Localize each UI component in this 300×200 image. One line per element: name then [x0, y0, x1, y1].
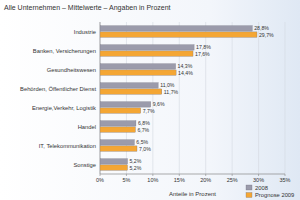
bar	[100, 121, 136, 126]
data-label: 17,8%	[196, 44, 211, 50]
data-label: 28,8%	[254, 25, 269, 31]
data-label: 5,2%	[129, 165, 141, 171]
bar	[100, 45, 194, 50]
grid-line	[285, 22, 286, 174]
title: Alle Unternehmen – Mittelwerte – Angaben…	[4, 4, 171, 12]
chart: Alle Unternehmen – Mittelwerte – Angaben…	[0, 0, 300, 200]
data-label: 17,6%	[195, 51, 210, 57]
tick-label: 20%	[200, 177, 211, 183]
bar	[100, 146, 137, 151]
data-label: 7,0%	[139, 146, 151, 152]
legend-swatch	[246, 185, 252, 190]
data-label: 14,3%	[178, 63, 193, 69]
category-label: Energie,Verkehr, Logistik	[32, 105, 96, 111]
bar	[100, 51, 193, 56]
data-label: 11,0%	[160, 82, 175, 88]
tick-label: 0%	[96, 177, 104, 183]
data-label: 9,6%	[153, 101, 165, 107]
bar	[100, 159, 127, 164]
tick-label: 25%	[227, 177, 238, 183]
data-label: 11,7%	[164, 89, 179, 95]
category-label: Sonstige	[73, 162, 96, 168]
tick-label: 5%	[122, 177, 130, 183]
legend-label: Prognose 2009	[255, 192, 294, 198]
tick-label: 15%	[174, 177, 185, 183]
grid-line	[258, 22, 259, 174]
grid-line	[232, 22, 233, 174]
data-label: 6,5%	[136, 139, 148, 145]
category-label: Gesundheitswesen	[47, 67, 96, 73]
bar	[100, 32, 257, 37]
bar	[100, 26, 252, 31]
bar	[100, 89, 162, 94]
bar	[100, 140, 134, 145]
x-axis-label: Anteile in Prozent	[169, 191, 216, 197]
bar	[100, 108, 141, 113]
tick-label: 35%	[279, 177, 290, 183]
legend-swatch	[246, 193, 252, 198]
category-label: Behörden, Öffentlicher Dienst	[20, 86, 96, 92]
bar	[100, 70, 176, 75]
data-label: 5,2%	[129, 158, 141, 164]
data-label: 6,7%	[137, 127, 149, 133]
bars	[100, 26, 257, 171]
bar	[100, 127, 135, 132]
data-labels: 28,8%29,7% 17,8%17,6%14,3%14,4%11,0%11,7%…	[129, 25, 274, 170]
category-label: IT, Telekommunikation	[39, 143, 96, 149]
x-axis	[100, 174, 285, 175]
legend-label: 2008	[255, 185, 268, 191]
tick-label: 30%	[253, 177, 264, 183]
bar	[100, 165, 127, 170]
category-label: Handel	[78, 124, 96, 130]
bar	[100, 102, 151, 107]
data-label: 14,4%	[178, 70, 193, 76]
category-label: Industrie	[74, 29, 96, 35]
background	[0, 0, 300, 200]
category-label: Banken, Versicherungen	[33, 48, 96, 54]
bar	[100, 64, 176, 69]
legend: 2008Prognose 2009	[246, 185, 294, 199]
data-label: 7,7%	[143, 108, 155, 114]
bar	[100, 83, 158, 88]
data-label: 6,8%	[138, 120, 150, 126]
tick-label: 10%	[147, 177, 158, 183]
data-label: 29,7%	[259, 32, 274, 38]
